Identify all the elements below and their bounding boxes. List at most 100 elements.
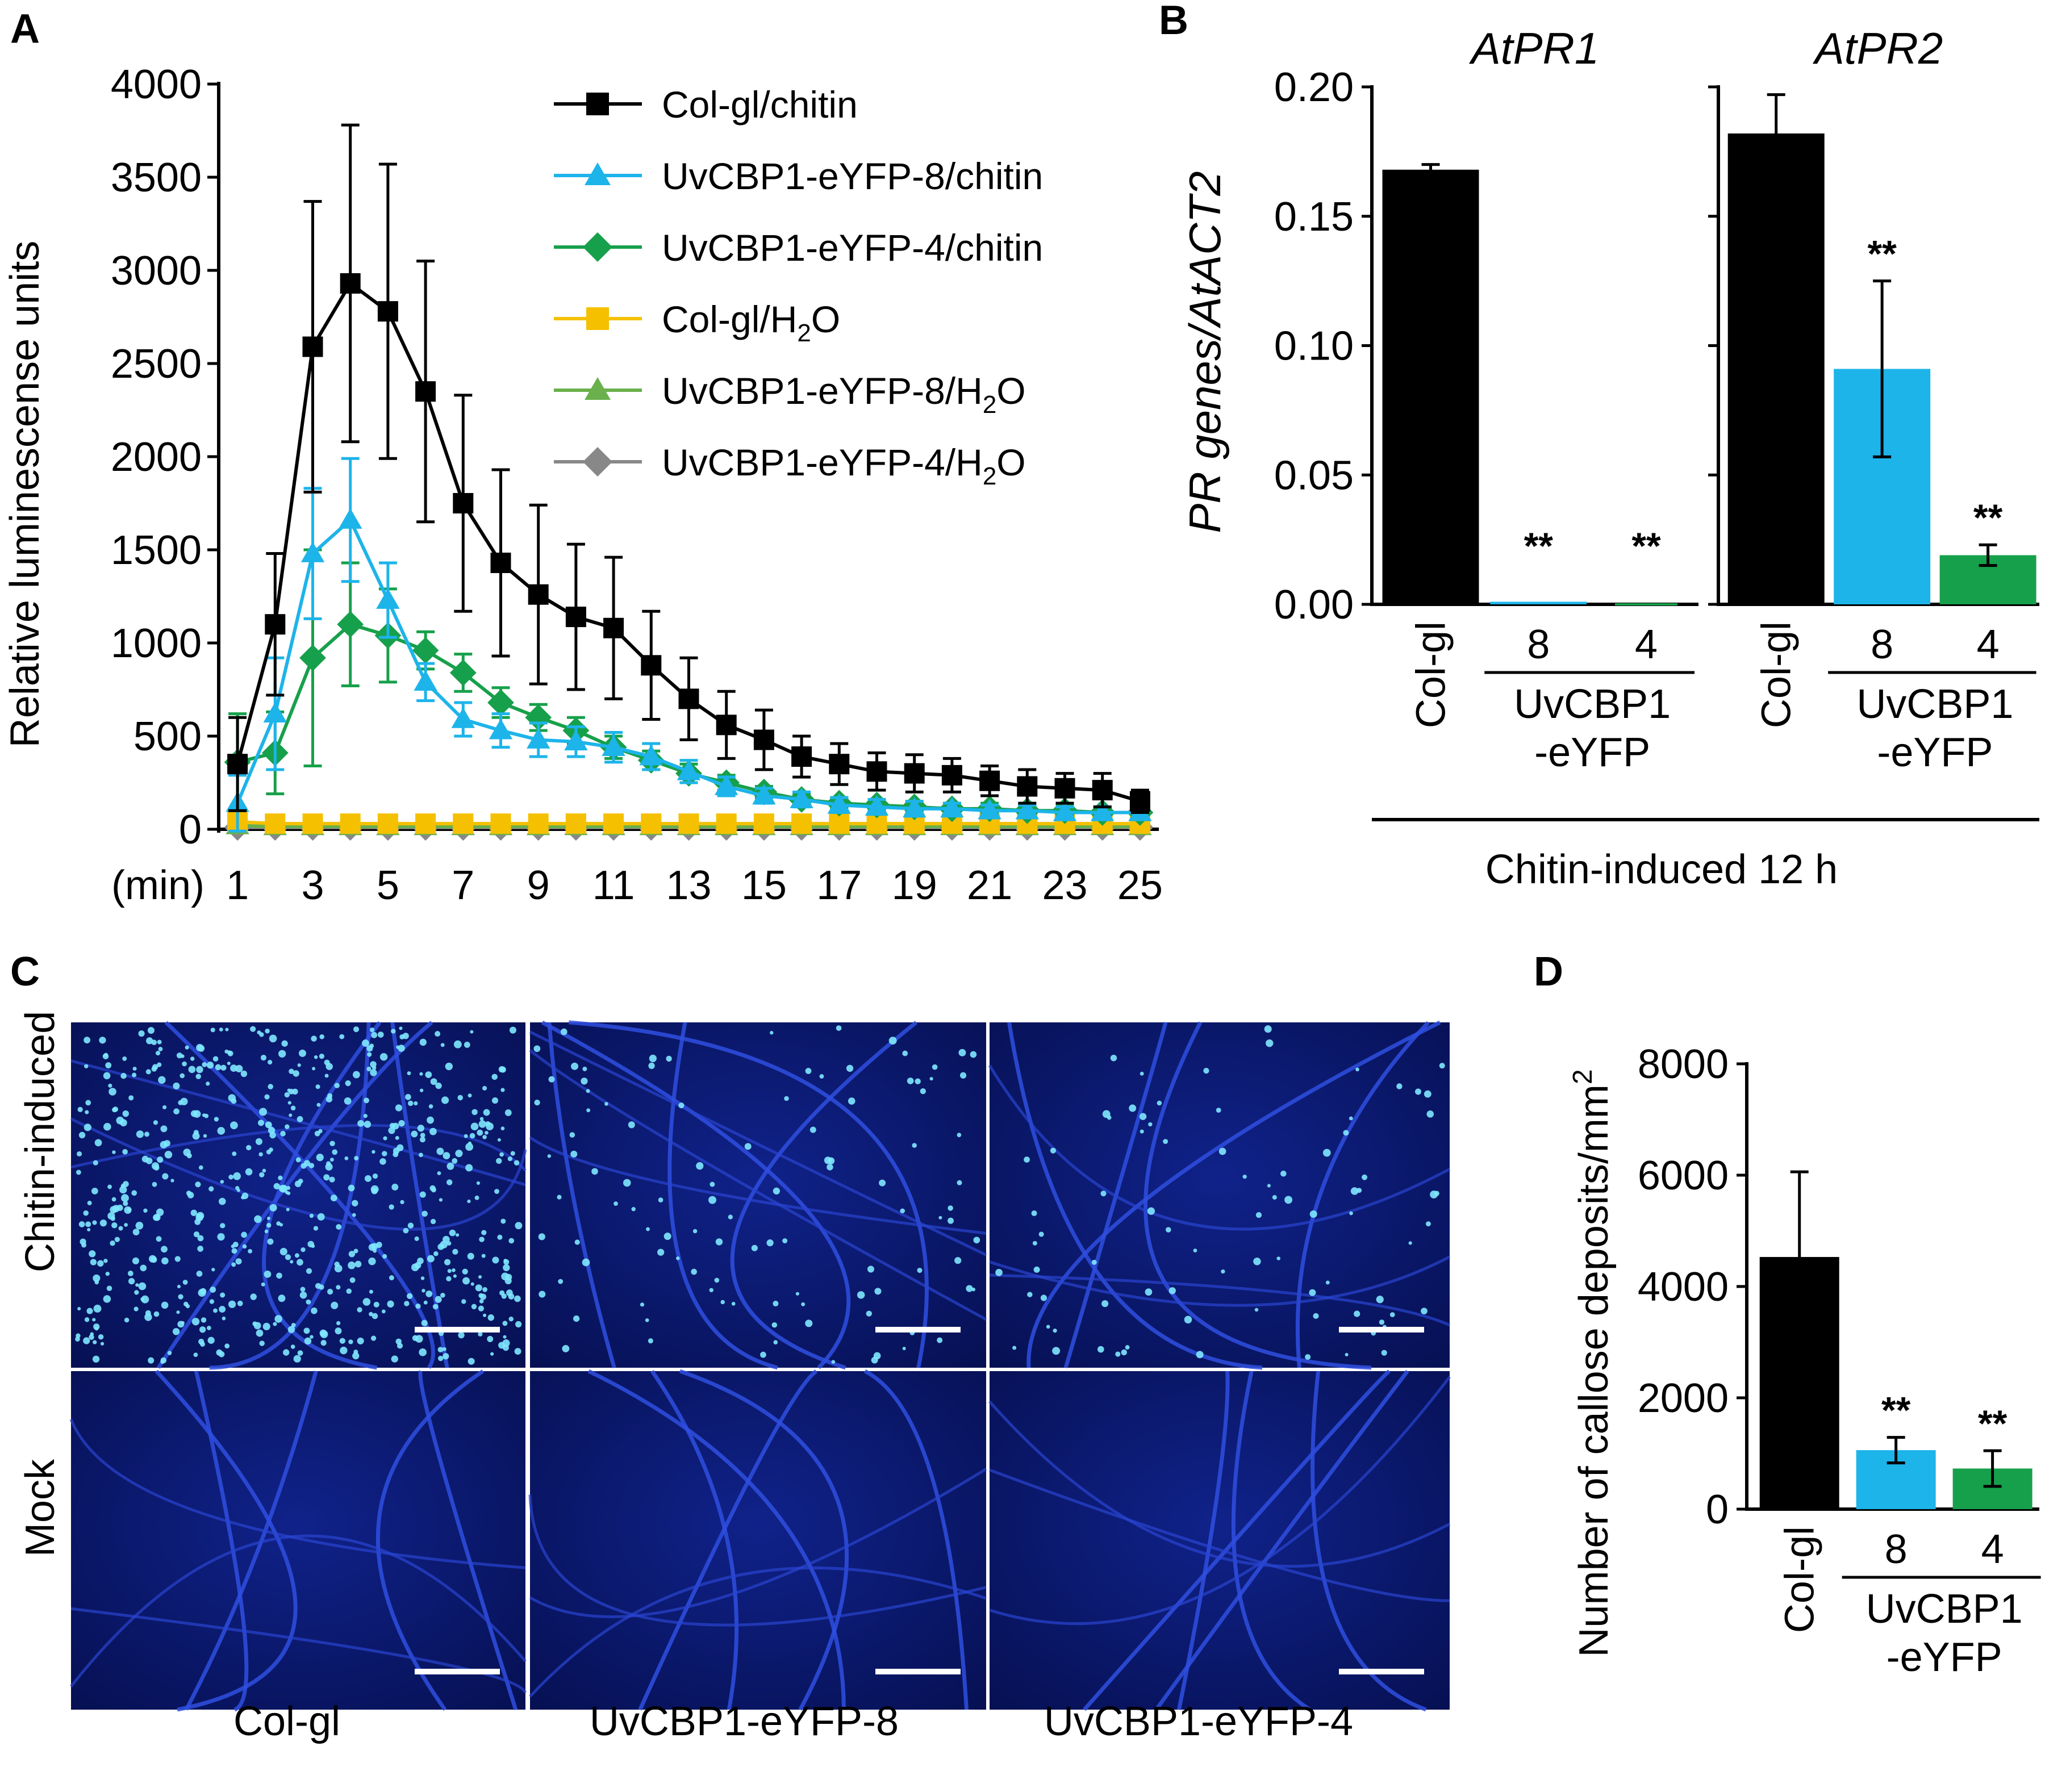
c-micrograph xyxy=(988,1369,1451,1712)
c-callose-dot xyxy=(382,1151,387,1156)
a-data-point xyxy=(565,607,586,628)
c-callose-dot xyxy=(461,1299,466,1304)
panel-label-a: A xyxy=(10,6,40,52)
c-callose-dot xyxy=(306,1268,312,1274)
c-callose-dot xyxy=(419,1088,424,1092)
c-callose-dot xyxy=(276,1272,282,1279)
a-legend-marker xyxy=(583,447,612,477)
c-callose-dot xyxy=(468,1093,472,1098)
c-callose-dot xyxy=(294,1253,299,1258)
c-callose-dot xyxy=(297,1259,303,1266)
d-category-label: 4 xyxy=(1981,1527,2004,1572)
c-callose-dot xyxy=(83,1210,89,1216)
a-y-tick-label: 3000 xyxy=(111,248,202,294)
c-callose-dot xyxy=(827,1157,835,1164)
c-callose-dot xyxy=(77,1307,81,1311)
d-genotype-label: -eYFP xyxy=(1887,1635,2002,1680)
c-callose-dot xyxy=(92,1318,96,1322)
d-category-label: Col-gl xyxy=(1777,1526,1823,1633)
c-callose-dot xyxy=(369,1311,373,1317)
c-vein xyxy=(70,1117,527,1231)
c-callose-dot xyxy=(370,1335,377,1341)
c-callose-dot xyxy=(141,1155,149,1163)
c-callose-dot xyxy=(1276,1256,1281,1260)
c-callose-dot xyxy=(289,1068,294,1075)
a-data-point xyxy=(449,659,477,686)
c-callose-dot xyxy=(241,1195,245,1200)
a-x-tick-label: 11 xyxy=(592,863,635,908)
c-callose-dot xyxy=(1110,1055,1117,1062)
c-callose-dot xyxy=(308,1163,315,1168)
c-callose-dot xyxy=(558,1279,564,1284)
c-callose-dot xyxy=(81,1242,87,1248)
a-data-point xyxy=(829,813,850,834)
c-callose-dot xyxy=(645,1318,649,1322)
c-callose-dot xyxy=(478,1293,483,1298)
a-data-point xyxy=(752,784,776,805)
c-callose-dot xyxy=(286,1208,290,1212)
c-callose-dot xyxy=(487,1314,494,1321)
a-legend-label: UvCBP1-eYFP-8/chitin xyxy=(662,155,1043,197)
c-callose-dot xyxy=(105,1271,110,1276)
c-callose-dot xyxy=(973,1237,980,1244)
a-data-point xyxy=(489,719,513,740)
c-callose-dot xyxy=(280,1131,286,1137)
c-callose-dot xyxy=(140,1264,147,1272)
c-callose-dot xyxy=(491,1097,499,1104)
c-callose-dot xyxy=(453,1040,462,1049)
c-callose-dot xyxy=(364,1097,369,1104)
c-callose-dot xyxy=(500,1126,505,1131)
c-callose-dot xyxy=(106,1285,112,1292)
c-callose-dot xyxy=(846,1064,854,1072)
c-callose-dot xyxy=(1097,1346,1104,1353)
a-legend-label-sub: 2 xyxy=(797,319,811,347)
c-callose-dot xyxy=(1163,1139,1168,1144)
a-data-point xyxy=(415,381,436,402)
c-callose-dot xyxy=(433,1251,439,1256)
c-callose-dot xyxy=(161,1257,169,1265)
c-callose-dot xyxy=(241,1231,247,1238)
c-callose-dot xyxy=(915,1078,921,1084)
c-callose-dot xyxy=(1430,1191,1438,1199)
c-callose-dot xyxy=(293,1070,299,1077)
c-callose-dot xyxy=(487,1336,494,1342)
c-callose-dot xyxy=(393,1151,399,1158)
c-callose-dot xyxy=(442,1347,446,1351)
b1-genotype-label: UvCBP1 xyxy=(1514,682,1671,727)
c-callose-dot xyxy=(481,1254,486,1258)
c-vein xyxy=(638,1369,817,1711)
c-callose-dot xyxy=(443,1152,450,1160)
c-callose-dot xyxy=(287,1101,291,1105)
c-callose-dot xyxy=(216,1349,223,1356)
a-data-point xyxy=(678,813,699,834)
panel-label-d: D xyxy=(1534,949,1563,995)
c-callose-dot xyxy=(298,1179,303,1184)
b1-category-label: Col-gl xyxy=(1409,621,1454,728)
c-callose-dot xyxy=(354,1156,359,1161)
c-callose-dot xyxy=(183,1148,191,1156)
c-callose-dot xyxy=(103,1259,108,1263)
c-callose-dot xyxy=(203,1134,207,1138)
callose-micrograph-grid: Chitin-induced Mock Col-gl UvCBP1-eYFP-8… xyxy=(18,1011,1451,1744)
a-legend-label-main: UvCBP1-eYFP-8/H xyxy=(662,370,983,412)
a-legend-marker xyxy=(583,232,612,262)
c-callose-dot xyxy=(104,1052,108,1057)
c-callose-dot xyxy=(314,1055,318,1059)
c-callose-dot xyxy=(172,1328,180,1335)
c-callose-dot xyxy=(348,1184,355,1192)
c-callose-dot xyxy=(264,1094,270,1100)
c-callose-dot xyxy=(370,1069,377,1076)
c-callose-dot xyxy=(428,1104,433,1109)
a-data-point xyxy=(940,797,964,818)
a-data-point xyxy=(451,707,475,728)
a-y-tick-label: 1500 xyxy=(111,528,202,573)
a-x-tick-label: 23 xyxy=(1042,863,1087,908)
c-callose-dot xyxy=(773,1301,779,1307)
callose-bar-chart: 0 2000 4000 6000 8000 ** ** Col-gl 8 4 UvCBP1-eYFP… xyxy=(1568,1042,2041,1680)
c-callose-dot xyxy=(970,1051,977,1058)
c-callose-dot xyxy=(346,1288,352,1294)
c-callose-dot xyxy=(120,1183,126,1188)
a-data-point xyxy=(490,813,511,834)
c-callose-dot xyxy=(586,1089,590,1093)
c-micrograph xyxy=(70,1021,527,1370)
